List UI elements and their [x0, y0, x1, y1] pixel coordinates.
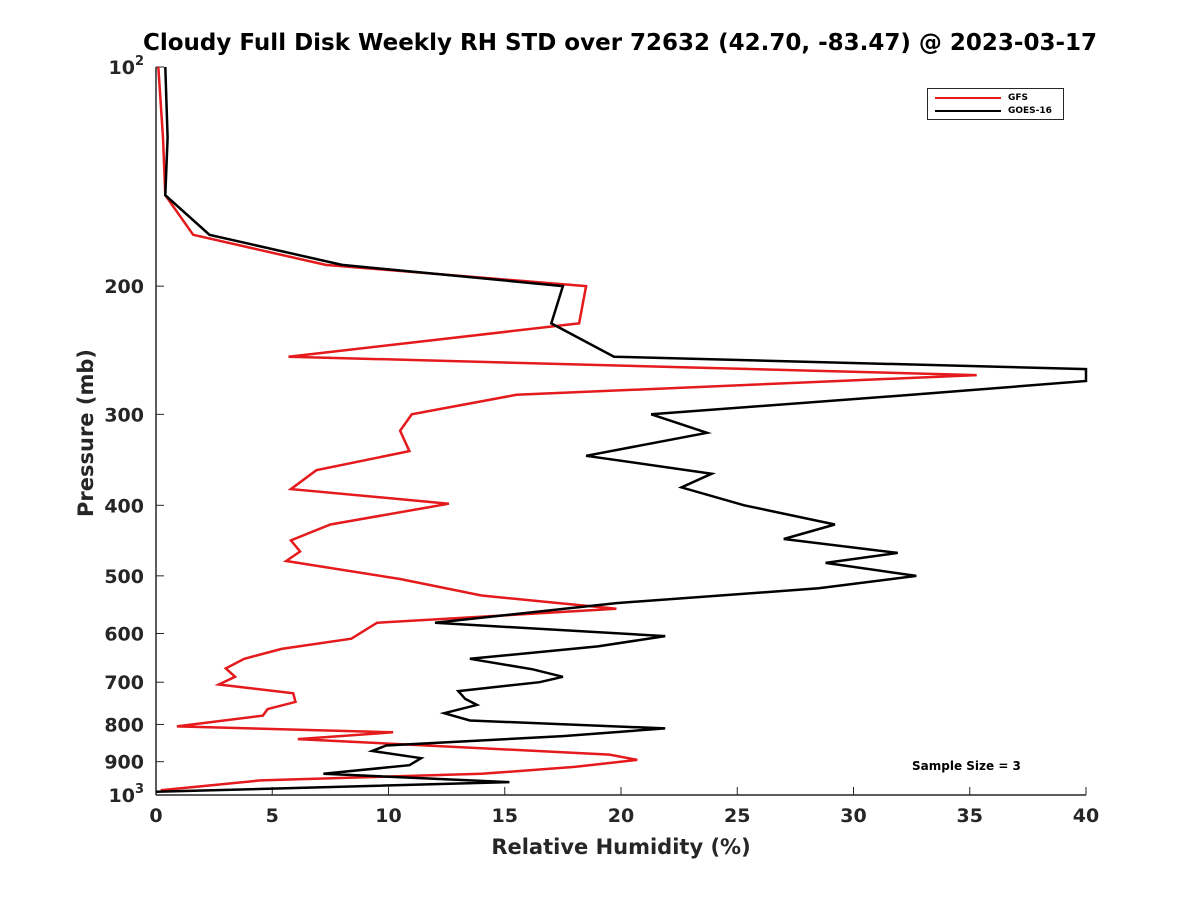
x-axis-label: Relative Humidity (%) — [491, 835, 751, 859]
x-tick-label: 0 — [149, 805, 162, 827]
x-tick-label: 15 — [492, 805, 518, 827]
y-tick-label: 400 — [104, 495, 144, 517]
legend-entry-goes16: GOES-16 — [928, 104, 1063, 118]
x-tick-label: 35 — [957, 805, 983, 827]
x-tick-label: 5 — [266, 805, 279, 827]
x-tick-label: 30 — [840, 805, 866, 827]
sample-size-annotation: Sample Size = 3 — [912, 759, 1021, 773]
y-tick-label: 103 — [109, 782, 145, 807]
y-tick-label: 700 — [104, 672, 144, 694]
chart-title: Cloudy Full Disk Weekly RH STD over 7263… — [142, 30, 1098, 56]
y-tick-label: 102 — [109, 54, 145, 79]
series-line-gfs — [157, 66, 977, 792]
x-tick-label: 25 — [724, 805, 750, 827]
legend-label-gfs: GFS — [1008, 93, 1029, 103]
legend-label-goes16: GOES-16 — [1008, 106, 1052, 116]
y-tick-label: 800 — [104, 714, 144, 736]
series-line-goes16 — [155, 66, 1088, 794]
legend-swatch-goes16 — [935, 110, 1001, 112]
x-tick-label: 20 — [608, 805, 634, 827]
y-tick-label: 900 — [104, 752, 144, 774]
legend-swatch-gfs — [935, 97, 1001, 99]
x-tick-label: 40 — [1073, 805, 1099, 827]
legend: GFS GOES-16 — [927, 88, 1064, 120]
legend-entry-gfs: GFS — [928, 91, 1063, 105]
y-tick-label: 500 — [104, 566, 144, 588]
y-tick-label: 600 — [104, 623, 144, 645]
x-tick-label: 10 — [375, 805, 401, 827]
y-tick-label: 200 — [104, 276, 144, 298]
y-tick-label: 300 — [104, 404, 144, 426]
y-axis-label: Pressure (mb) — [74, 349, 98, 517]
